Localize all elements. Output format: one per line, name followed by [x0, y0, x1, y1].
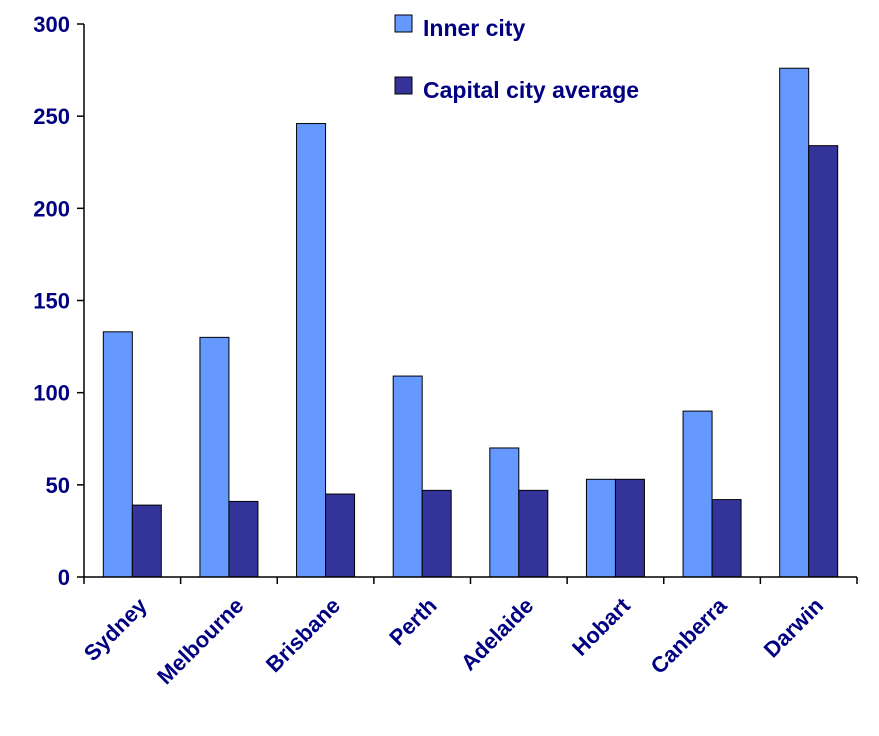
bar-inner-city-brisbane [296, 123, 327, 578]
bar-capital-city-average-perth [421, 489, 452, 578]
bar-inner-city-adelaide [489, 447, 520, 578]
bar-capital-city-average-canberra [711, 499, 742, 578]
y-tick-label: 150 [33, 289, 70, 314]
bar-capital-city-average-adelaide [518, 489, 549, 578]
bar-capital-city-average-brisbane [325, 493, 356, 578]
bar-inner-city-canberra [682, 410, 713, 578]
bar-inner-city-perth [392, 375, 423, 578]
y-tick-label: 50 [46, 473, 70, 498]
bar-inner-city-sydney [102, 331, 133, 578]
bar-capital-city-average-hobart [614, 478, 645, 578]
category-label-canberra: Canberra [646, 592, 733, 679]
x-axis-ticks [83, 577, 858, 584]
category-label-hobart: Hobart [567, 592, 635, 660]
category-labels: Sydney Melbourne Brisbane Perth Adelaide Hoba… [79, 592, 828, 689]
y-tick-label: 200 [33, 196, 70, 221]
bar-capital-city-average-melbourne [228, 500, 259, 578]
legend-swatch-inner-city [394, 14, 413, 33]
y-tick-label: 0 [58, 565, 70, 590]
bar-inner-city-darwin [779, 67, 810, 578]
legend-label-inner-city: Inner city [423, 15, 525, 41]
category-label-darwin: Darwin [759, 593, 829, 663]
y-tick-label: 300 [33, 12, 70, 37]
y-axis-ticks: 0 50 100 150 200 250 300 [33, 12, 84, 590]
y-tick-label: 100 [33, 381, 70, 406]
legend-label-capital-city-average: Capital city average [423, 77, 639, 103]
bar-capital-city-average-sydney [131, 504, 162, 578]
legend: Inner city Capital city average [394, 14, 639, 103]
category-label-brisbane: Brisbane [261, 593, 345, 677]
category-label-melbourne: Melbourne [152, 593, 248, 689]
legend-swatch-capital-city-average [394, 76, 413, 95]
bar-capital-city-average-darwin [808, 145, 839, 578]
category-label-sydney: Sydney [79, 592, 153, 666]
category-label-perth: Perth [384, 593, 441, 650]
bar-inner-city-hobart [585, 478, 616, 578]
y-tick-label: 250 [33, 104, 70, 129]
bars [102, 67, 839, 578]
category-label-adelaide: Adelaide [456, 593, 539, 676]
bar-inner-city-melbourne [199, 336, 230, 578]
